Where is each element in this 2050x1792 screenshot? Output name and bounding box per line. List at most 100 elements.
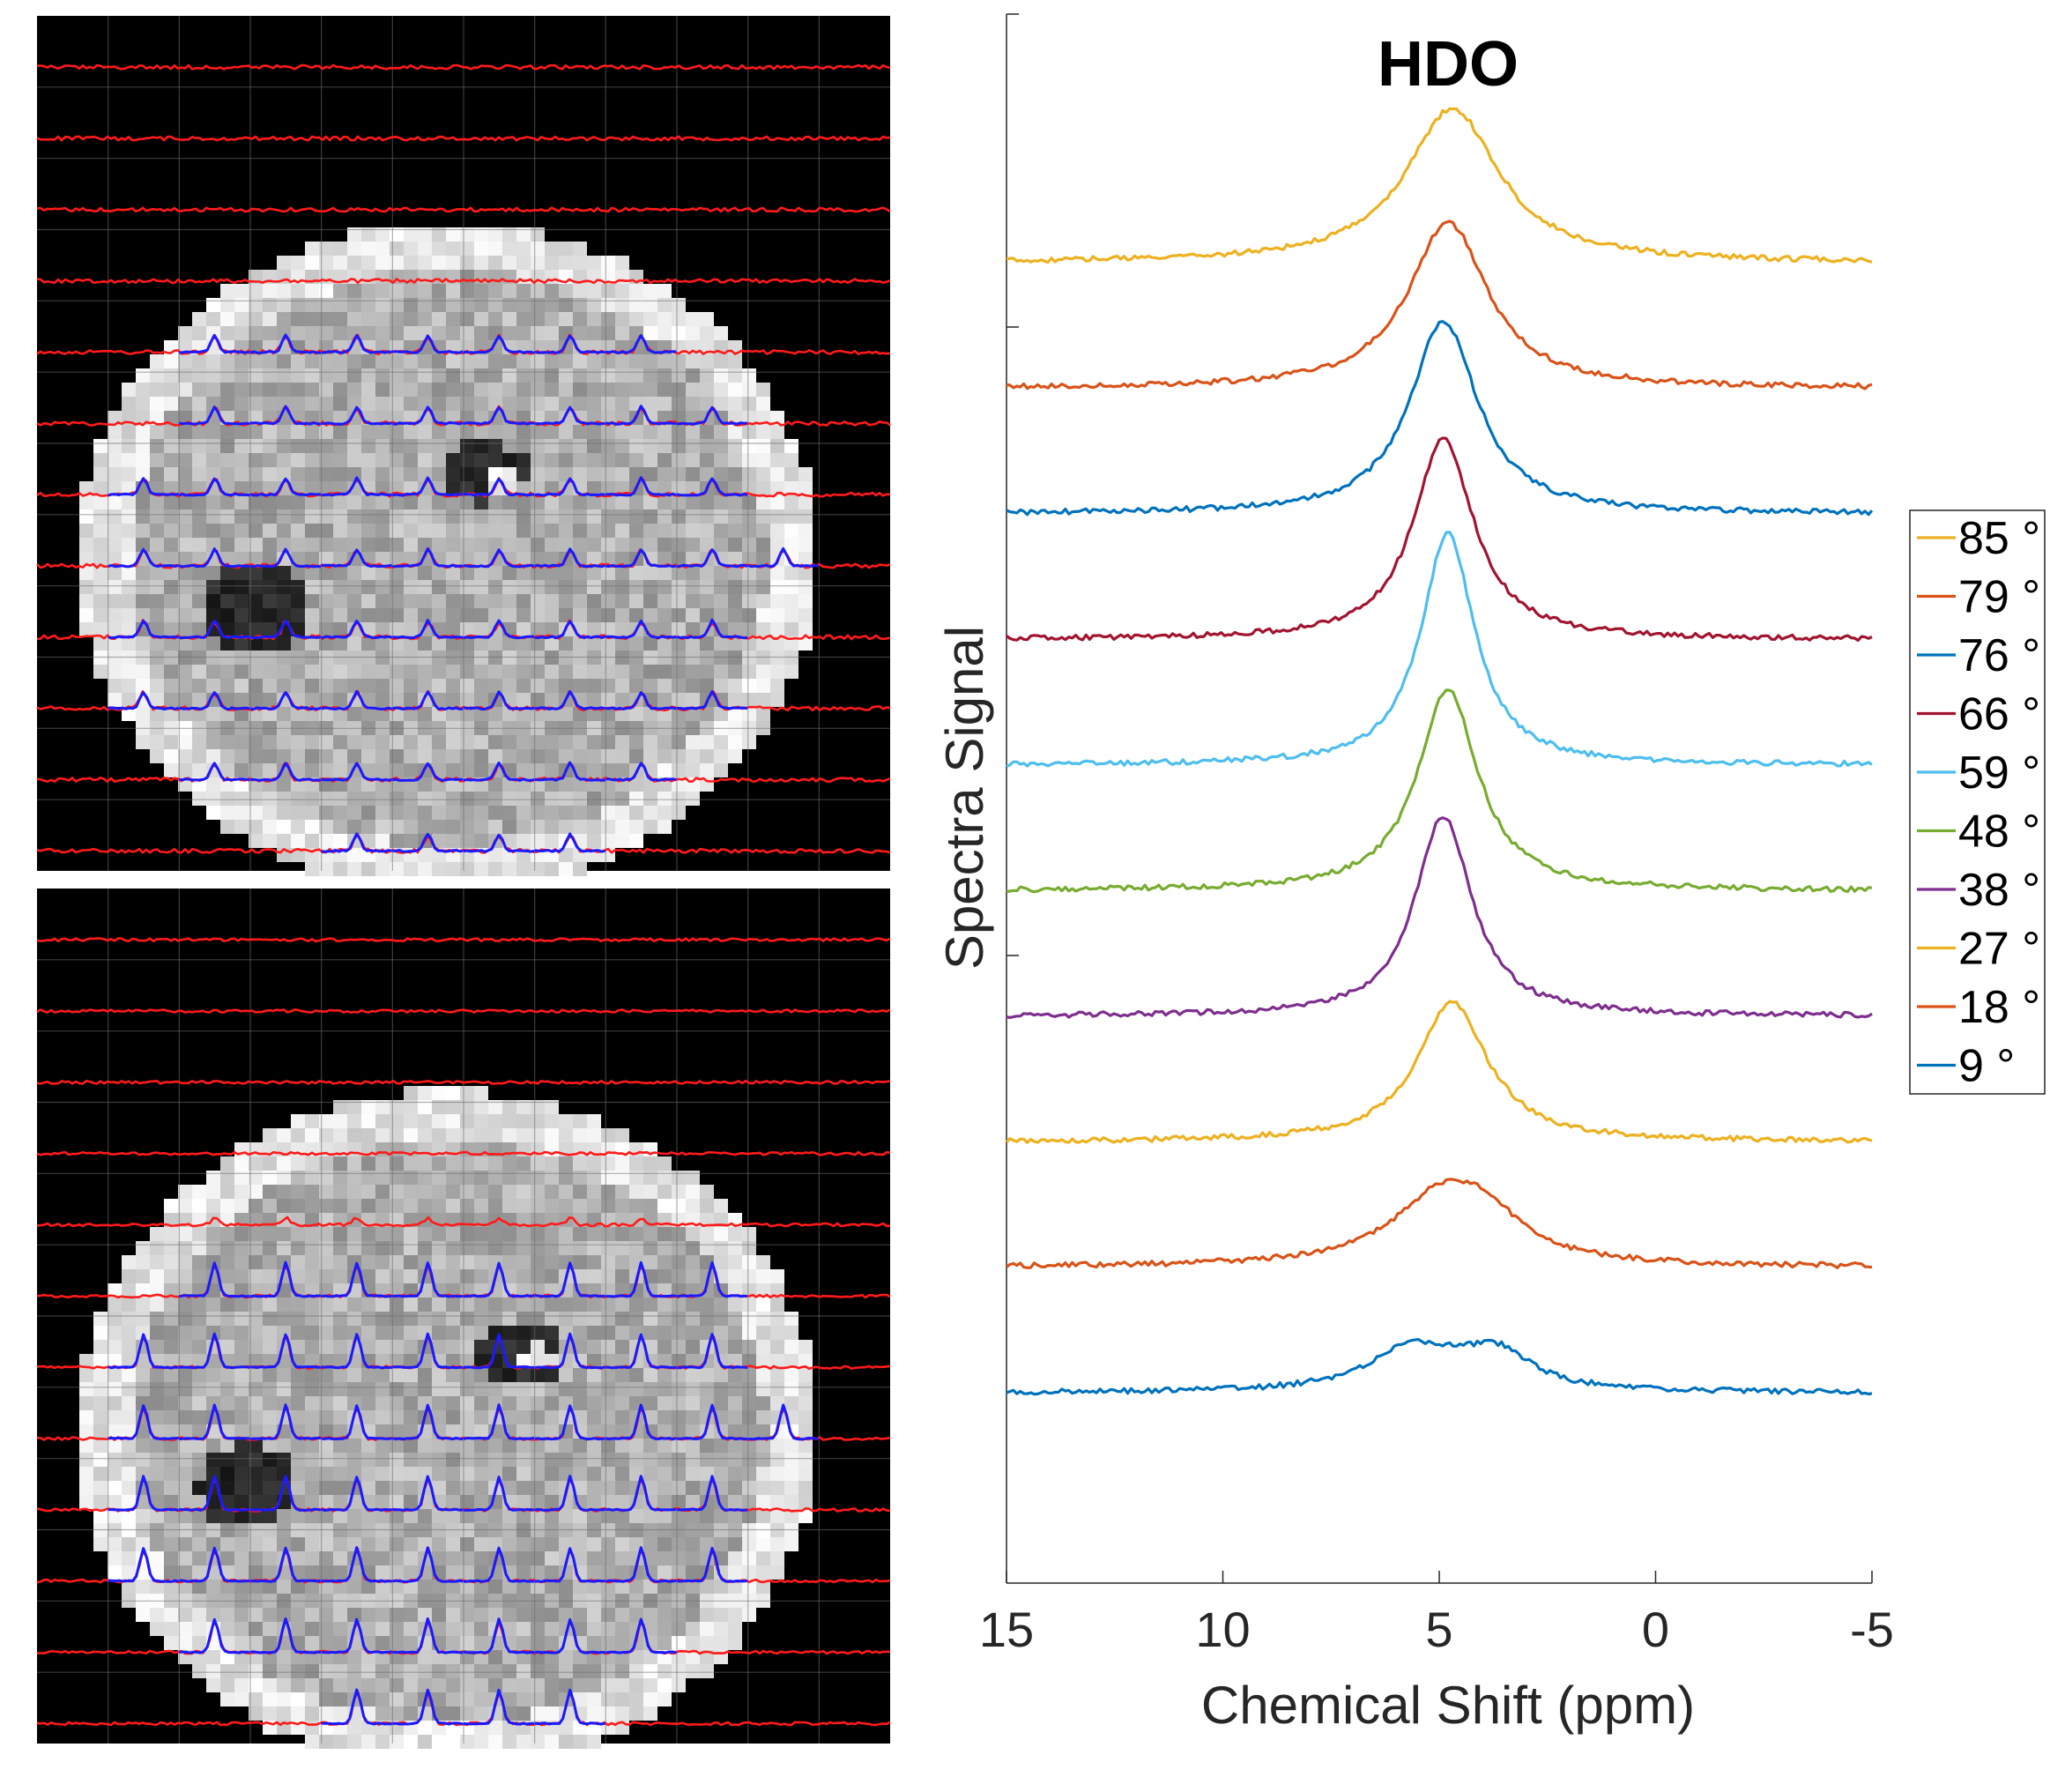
phantom-pixel <box>234 524 249 538</box>
phantom-pixel <box>234 1227 249 1241</box>
phantom-pixel <box>361 1227 375 1241</box>
phantom-pixel <box>164 1199 178 1213</box>
phantom-pixel <box>601 749 615 763</box>
phantom-pixel <box>361 1100 375 1114</box>
phantom-pixel <box>601 1509 615 1523</box>
phantom-pixel <box>333 1481 347 1495</box>
phantom-pixel <box>573 509 587 524</box>
phantom-pixel <box>79 1396 93 1410</box>
phantom-pixel <box>361 1608 375 1622</box>
phantom-pixel <box>404 1608 418 1622</box>
phantom-pixel <box>700 1622 714 1636</box>
phantom-pixel <box>531 1622 545 1636</box>
phantom-pixel <box>291 312 305 326</box>
spectrum-trace-blue <box>534 547 606 569</box>
phantom-pixel <box>531 340 545 354</box>
phantom-pixel <box>418 608 432 622</box>
phantom-pixel <box>531 707 545 721</box>
phantom-pixel <box>178 326 192 340</box>
phantom-pixel <box>150 524 164 538</box>
phantom-pixel <box>502 1241 516 1255</box>
phantom-pixel <box>390 1424 404 1439</box>
phantom-pixel <box>629 425 643 439</box>
phantom-pixel <box>375 1269 390 1283</box>
phantom-pixel <box>756 1565 770 1580</box>
phantom-pixel <box>432 524 446 538</box>
phantom-pixel <box>277 1156 291 1171</box>
phantom-pixel <box>404 806 418 820</box>
phantom-pixel <box>742 467 756 481</box>
phantom-pixel <box>305 1382 319 1396</box>
spectrum-trace-blue <box>747 1403 819 1441</box>
spectrum-trace-blue <box>321 1261 392 1298</box>
phantom-pixel <box>347 1650 361 1664</box>
phantom-pixel <box>347 862 361 876</box>
phantom-pixel <box>333 1551 347 1565</box>
phantom-pixel <box>319 1382 333 1396</box>
phantom-pixel <box>164 1636 178 1650</box>
phantom-pixel <box>474 284 488 298</box>
phantom-pixel <box>643 608 657 622</box>
phantom-pixel <box>375 622 390 636</box>
phantom-pixel <box>305 693 319 707</box>
phantom-pixel <box>277 1580 291 1594</box>
phantom-pixel <box>742 1269 756 1283</box>
phantom-pixel <box>333 256 347 270</box>
phantom-pixel <box>756 1382 770 1396</box>
phantom-pixel <box>432 608 446 622</box>
spectrum-trace-blue <box>108 1547 180 1583</box>
phantom-pixel <box>657 792 672 806</box>
phantom-pixel <box>700 354 714 368</box>
phantom-pixel <box>220 1227 234 1241</box>
phantom-pixel <box>122 1354 136 1368</box>
phantom-pixel <box>136 1269 150 1283</box>
phantom-pixel <box>657 1171 672 1185</box>
phantom-pixel <box>700 1580 714 1594</box>
phantom-pixel <box>601 467 615 481</box>
phantom-pixel <box>587 453 601 467</box>
phantom-pixel <box>249 524 263 538</box>
phantom-pixel <box>531 509 545 524</box>
phantom-pixel <box>474 834 488 848</box>
spectrum-trace-blue <box>534 334 605 354</box>
phantom-pixel <box>474 425 488 439</box>
phantom-pixel <box>150 735 164 749</box>
phantom-pixel <box>770 1354 784 1368</box>
phantom-pixel <box>474 679 488 693</box>
phantom-pixel <box>573 1481 587 1495</box>
legend-label: 27 ° <box>1958 924 2040 975</box>
phantom-pixel <box>277 298 291 312</box>
phantom-pixel <box>220 1453 234 1467</box>
phantom-pixel <box>192 1495 206 1509</box>
phantom-pixel <box>108 580 122 594</box>
phantom-pixel <box>333 1467 347 1481</box>
phantom-pixel <box>686 1298 700 1312</box>
phantom-pixel <box>93 509 108 524</box>
phantom-pixel <box>136 665 150 679</box>
phantom-pixel <box>206 467 220 481</box>
phantom-pixel <box>390 1453 404 1467</box>
phantom-pixel <box>305 383 319 397</box>
x-tick-label: -5 <box>1850 1602 1894 1657</box>
phantom-pixel <box>516 1156 531 1171</box>
phantom-pixel <box>122 1424 136 1439</box>
phantom-pixel <box>516 763 531 777</box>
phantom-pixel <box>615 354 629 368</box>
phantom-pixel <box>79 1354 93 1368</box>
phantom-pixel <box>798 1424 813 1439</box>
phantom-pixel <box>587 1241 601 1255</box>
phantom-pixel <box>333 1735 347 1749</box>
phantom-pixel <box>643 1156 657 1171</box>
phantom-pixel <box>728 453 742 467</box>
phantom-pixel <box>573 256 587 270</box>
phantom-pixel <box>150 354 164 368</box>
phantom-pixel <box>545 1326 559 1340</box>
phantom-pixel <box>502 242 516 256</box>
phantom-pixel <box>249 1326 263 1340</box>
phantom-pixel <box>305 326 319 340</box>
phantom-pixel <box>220 1298 234 1312</box>
phantom-pixel <box>220 354 234 368</box>
phantom-pixel <box>686 1185 700 1199</box>
spectrum-trace-blue <box>463 619 535 640</box>
phantom-pixel <box>784 481 798 495</box>
